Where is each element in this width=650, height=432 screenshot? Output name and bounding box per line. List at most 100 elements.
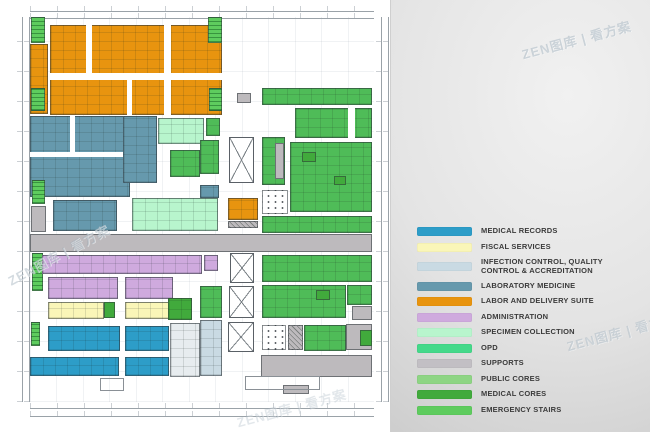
dimension-line-right-inner [376,17,382,402]
legend-swatch [417,390,472,399]
opd-block [304,325,346,351]
medical-core [302,152,316,162]
medical-core [360,330,372,346]
legend-label: LABORATORY MEDICINE [481,280,576,290]
dimension-line-right-outer [383,17,389,402]
stair-core [229,286,254,318]
support-block [228,221,258,228]
waiting-benches [262,190,288,214]
legend-item: LABORATORY MEDICINE [417,280,643,291]
floor-plan-sheet [17,6,389,417]
corridor [127,80,132,115]
opd-band [262,255,372,282]
opd-block [262,285,346,318]
medical-core [334,176,346,185]
support-block [237,93,251,103]
emergency-stair [31,17,45,43]
legend-swatch [417,312,472,322]
legend-label: LABOR AND DELIVERY SUITE [481,296,594,306]
corridor [164,25,171,115]
waiting-benches [262,325,286,350]
legend-item: FISCAL SERVICES [417,241,643,252]
infection-control-block [200,320,222,376]
emergency-stair [208,17,222,43]
support-shaft [275,143,284,179]
corridor [70,116,75,152]
dimension-line-left-outer [17,17,23,402]
legend-label: MEDICAL RECORDS [481,226,558,236]
dimension-line-bottom-outer [30,411,374,417]
specimen-collection-block [158,118,204,144]
dimension-line-bottom-inner [30,403,374,409]
medical-core [104,302,115,318]
dimension-line-top-outer [30,6,374,12]
opd-block [295,108,372,138]
legend-swatch [417,227,472,236]
laboratory-block [200,185,219,198]
elevator-core [229,137,254,183]
legend-label: PUBLIC CORES [481,373,541,383]
opd-block [347,285,372,305]
emergency-stair [31,322,40,346]
public-core [206,118,220,136]
legend-swatch [417,281,472,291]
support-corridor [261,355,372,377]
public-core [200,286,222,318]
fiscal-block [125,302,169,319]
administration-band [42,255,202,274]
legend-item: INFECTION CONTROL, QUALITY CONTROL & ACC… [417,257,643,275]
legend-item: LABOR AND DELIVERY SUITE [417,297,643,306]
legend-label: INFECTION CONTROL, QUALITY CONTROL & ACC… [481,257,603,275]
legend-item: EMERGENCY STAIRS [417,404,643,415]
legend-item: PUBLIC CORES [417,373,643,384]
corridor [50,73,222,80]
fiscal-block [48,302,104,319]
opd-block [200,140,219,174]
labor-delivery-annex [228,198,258,220]
legend-label: FISCAL SERVICES [481,241,551,251]
support-corridor [30,234,372,252]
entrance-outline [245,376,320,390]
support-block [352,306,372,320]
legend-label: MEDICAL CORES [481,389,547,399]
labor-delivery-block [50,25,222,115]
legend-item: OPD [417,342,643,353]
administration-block [204,255,218,271]
opd-band [262,88,372,105]
legend-item: SPECIMEN COLLECTION [417,328,643,337]
administration-block [48,277,118,299]
legend-swatch [417,242,472,252]
legend-label: OPD [481,342,498,352]
administration-block [125,277,173,299]
support-block [288,325,303,350]
emergency-stair [209,88,222,111]
emergency-stair [31,88,45,111]
dimension-line-top-inner [30,13,374,19]
opd-block [170,150,200,177]
legend-label: EMERGENCY STAIRS [481,404,562,414]
medical-core [316,290,330,300]
corridor [30,152,130,157]
legend-label: ADMINISTRATION [481,311,549,321]
medical-records-block [125,326,169,351]
legend-swatch [417,297,472,306]
stair-core [230,253,254,283]
specimen-collection-block [132,198,218,231]
support-block [31,206,46,232]
legend-item: SUPPORTS [417,359,643,368]
medical-records-block [48,326,120,351]
legend-list: MEDICAL RECORDS FISCAL SERVICES INFECTION … [417,227,643,421]
corridor [86,25,92,73]
corridor [348,108,355,152]
medical-core [168,298,192,320]
legend-swatch [417,262,472,271]
medical-records-block [125,357,169,376]
legend-item: ADMINISTRATION [417,311,643,322]
legend-swatch [417,328,472,337]
legend-label: SUPPORTS [481,358,524,368]
medical-records-block [30,357,119,376]
dimension-line-left-inner [24,17,30,402]
emergency-stair [32,180,45,204]
opd-band [262,216,372,233]
laboratory-block [123,116,157,183]
